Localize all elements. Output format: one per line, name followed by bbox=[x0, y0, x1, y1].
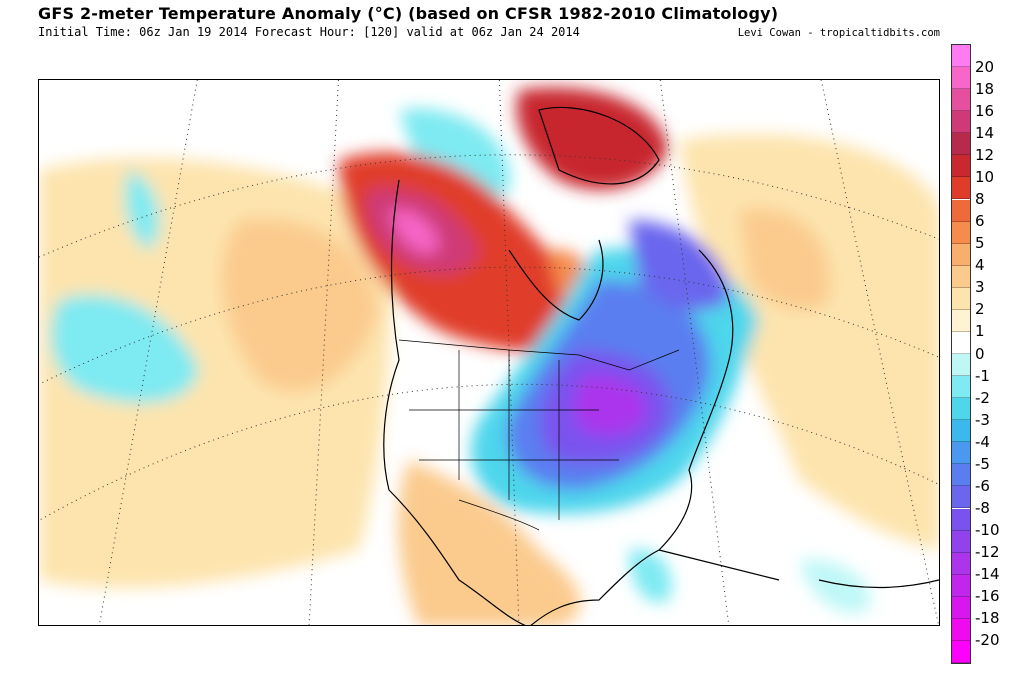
colorbar-label: -18 bbox=[975, 609, 1000, 628]
colorbar-cell bbox=[952, 640, 970, 663]
colorbar-label: 6 bbox=[975, 212, 985, 231]
colorbar-cell bbox=[952, 618, 970, 641]
colorbar-label: -4 bbox=[975, 432, 990, 451]
colorbar-cell bbox=[952, 177, 970, 200]
colorbar-cell bbox=[952, 265, 970, 288]
graticule bbox=[39, 80, 939, 625]
colorbar-cell bbox=[952, 243, 970, 266]
credit-text: Levi Cowan - tropicaltidbits.com bbox=[737, 27, 940, 39]
greenland-warm bbox=[516, 87, 669, 190]
eastern-cold-core bbox=[573, 375, 647, 436]
pacific-warm-core bbox=[221, 218, 379, 392]
pacific-cold-patch-2 bbox=[125, 170, 160, 250]
colorbar-label: -20 bbox=[975, 631, 1000, 650]
borders bbox=[398, 339, 680, 531]
colorbar-label: 5 bbox=[975, 234, 985, 253]
colorbar-label: 1 bbox=[975, 322, 985, 341]
colorbar-label: -3 bbox=[975, 410, 990, 429]
colorbar-cell bbox=[952, 596, 970, 619]
colorbar-cell bbox=[952, 530, 970, 553]
colorbar-label: -12 bbox=[975, 543, 1000, 562]
chart-subtitle: Initial Time: 06z Jan 19 2014 Forecast H… bbox=[38, 25, 580, 39]
colorbar-cell bbox=[952, 67, 970, 90]
colorbar-cell bbox=[952, 199, 970, 222]
colorbar-label: -2 bbox=[975, 388, 990, 407]
colorbar-label: -16 bbox=[975, 587, 1000, 606]
colorbar-label: 8 bbox=[975, 190, 985, 208]
arctic-cold-patch bbox=[399, 108, 511, 205]
atlantic-warm-core bbox=[739, 208, 831, 311]
colorbar-label: 3 bbox=[975, 278, 985, 297]
mexico-warm-area bbox=[398, 460, 581, 625]
colorbar bbox=[951, 44, 971, 664]
colorbar-cell bbox=[952, 331, 970, 354]
colorbar-label: 18 bbox=[975, 79, 995, 98]
colorbar-cell bbox=[952, 508, 970, 531]
colorbar-cell bbox=[952, 376, 970, 399]
colorbar-label: 0 bbox=[975, 344, 985, 363]
colorbar-label: -5 bbox=[975, 454, 990, 473]
chart-title: GFS 2-meter Temperature Anomaly (°C) (ba… bbox=[38, 4, 779, 23]
anomaly-map bbox=[38, 79, 940, 626]
colorbar-cell bbox=[952, 398, 970, 421]
colorbar-label: 16 bbox=[975, 101, 995, 120]
colorbar-label: -10 bbox=[975, 521, 1000, 540]
colorbar-label: -1 bbox=[975, 366, 990, 385]
labrador-cold bbox=[629, 220, 729, 311]
canada-warm-peak bbox=[389, 209, 439, 254]
map-svg bbox=[39, 80, 939, 625]
coastlines bbox=[383, 106, 939, 625]
colorbar-cell bbox=[952, 442, 970, 465]
colorbar-cell bbox=[952, 221, 970, 244]
colorbar-cell bbox=[952, 287, 970, 310]
colorbar-label: 14 bbox=[975, 123, 995, 142]
colorbar-cell bbox=[952, 155, 970, 178]
colorbar-cell bbox=[952, 464, 970, 487]
colorbar-label: 10 bbox=[975, 167, 995, 186]
colorbar-cell bbox=[952, 574, 970, 597]
colorbar-cell bbox=[952, 309, 970, 332]
colorbar-label: 12 bbox=[975, 145, 995, 164]
colorbar-label: 2 bbox=[975, 300, 985, 319]
colorbar-label: 4 bbox=[975, 256, 985, 275]
colorbar-cell bbox=[952, 486, 970, 509]
colorbar-label: -14 bbox=[975, 565, 1000, 584]
colorbar-label: -8 bbox=[975, 499, 990, 517]
colorbar-label: 20 bbox=[975, 57, 995, 76]
pacific-cold-patch bbox=[50, 294, 199, 404]
colorbar-cell bbox=[952, 89, 970, 112]
anomaly-field bbox=[39, 87, 939, 625]
caribbean-cold bbox=[799, 559, 871, 613]
colorbar-cell bbox=[952, 354, 970, 377]
colorbar-cell bbox=[952, 420, 970, 443]
colorbar-cell bbox=[952, 45, 970, 68]
colorbar-cell bbox=[952, 111, 970, 134]
colorbar-cell bbox=[952, 552, 970, 575]
colorbar-cell bbox=[952, 133, 970, 156]
colorbar-label: -6 bbox=[975, 476, 990, 495]
